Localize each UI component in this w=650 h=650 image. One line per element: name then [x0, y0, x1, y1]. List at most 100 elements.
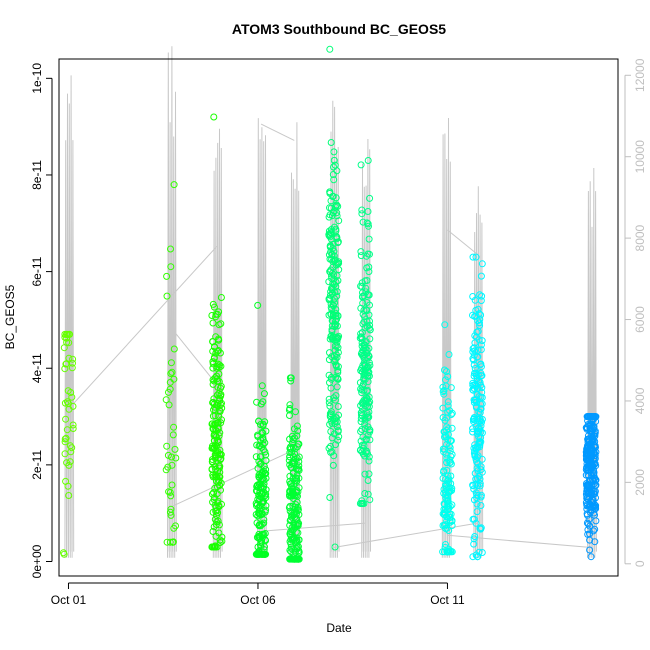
altitude-profile: [64, 75, 75, 558]
data-point: [446, 487, 454, 495]
data-point: [163, 292, 171, 300]
data-points: [60, 45, 600, 563]
data-point: [584, 520, 592, 528]
altitude-connector: [447, 229, 478, 255]
data-point: [163, 272, 171, 280]
data-point: [365, 344, 373, 352]
data-point: [472, 519, 480, 527]
data-point: [358, 448, 366, 456]
data-point: [587, 553, 595, 561]
altitude-profile: [212, 128, 223, 558]
data-point: [360, 318, 368, 326]
data-point: [588, 438, 596, 446]
data-point: [169, 431, 177, 439]
data-point: [477, 524, 485, 532]
data-point: [478, 292, 486, 300]
data-point: [330, 176, 338, 184]
x-axis: Oct 01 Oct 06 Oct 11: [51, 582, 465, 607]
data-point: [167, 263, 175, 271]
data-point: [592, 413, 600, 421]
data-point: [588, 481, 596, 489]
plot-frame: [58, 58, 619, 577]
data-point: [290, 525, 298, 533]
data-point: [357, 437, 365, 445]
data-point: [208, 490, 216, 498]
data-point: [61, 438, 69, 446]
data-point: [440, 505, 448, 513]
data-point: [330, 148, 338, 156]
y-tick-label: 0e+00: [30, 544, 44, 578]
y-tick-label: 8e-11: [30, 160, 44, 190]
data-point: [326, 420, 334, 428]
data-point: [259, 484, 267, 492]
data-point: [255, 521, 263, 529]
data-point: [286, 449, 294, 457]
data-point: [366, 428, 374, 436]
data-point: [331, 223, 338, 231]
data-point: [172, 454, 180, 462]
data-point: [216, 539, 224, 546]
data-point: [447, 458, 455, 466]
data-point: [254, 301, 262, 309]
data-point: [213, 483, 221, 491]
data-point: [476, 378, 484, 386]
data-point: [212, 504, 220, 512]
data-point: [295, 465, 303, 473]
altitude-connector: [170, 327, 218, 386]
data-point: [209, 528, 217, 535]
data-point: [583, 450, 591, 457]
data-point: [167, 511, 175, 519]
data-point: [359, 310, 367, 318]
data-point: [361, 416, 369, 424]
data-point: [476, 482, 484, 490]
altitude-connector: [447, 534, 592, 548]
data-point: [472, 422, 480, 430]
data-point: [588, 417, 596, 425]
data-point: [257, 400, 265, 408]
data-point: [445, 351, 453, 358]
data-point: [473, 508, 481, 516]
data-point: [357, 330, 365, 338]
data-point: [163, 442, 171, 450]
data-point: [68, 444, 76, 452]
data-point: [334, 312, 342, 320]
data-point: [439, 414, 447, 421]
data-point: [359, 218, 367, 226]
data-point: [215, 308, 223, 316]
data-point: [328, 434, 336, 442]
data-point: [216, 407, 224, 415]
data-point: [363, 219, 371, 227]
y-axis-label: BC_GEOS5: [3, 284, 17, 349]
data-point: [295, 549, 303, 557]
data-point: [591, 432, 599, 440]
y2-tick-label: 6000: [633, 306, 647, 333]
data-point: [255, 484, 262, 492]
altitude-profile: [441, 117, 452, 558]
data-point: [60, 549, 67, 557]
data-point: [473, 453, 481, 461]
data-point: [469, 553, 477, 561]
data-point: [472, 455, 480, 463]
data-point: [364, 250, 372, 258]
data-point: [364, 208, 372, 215]
data-point: [162, 396, 170, 404]
data-point: [583, 413, 591, 421]
data-point: [216, 429, 224, 437]
data-point: [469, 348, 477, 356]
data-point: [69, 359, 76, 367]
data-point: [258, 476, 266, 484]
data-point: [218, 537, 226, 545]
data-point: [61, 399, 69, 407]
data-point: [448, 522, 456, 529]
data-point: [255, 457, 263, 465]
data-point: [475, 548, 483, 556]
data-point: [366, 194, 374, 202]
data-point: [470, 361, 478, 369]
data-point: [291, 450, 299, 458]
data-point: [470, 344, 478, 352]
data-point: [477, 272, 485, 280]
data-point: [363, 318, 371, 325]
data-point: [326, 494, 334, 501]
data-point: [326, 243, 334, 251]
data-point: [256, 496, 263, 504]
